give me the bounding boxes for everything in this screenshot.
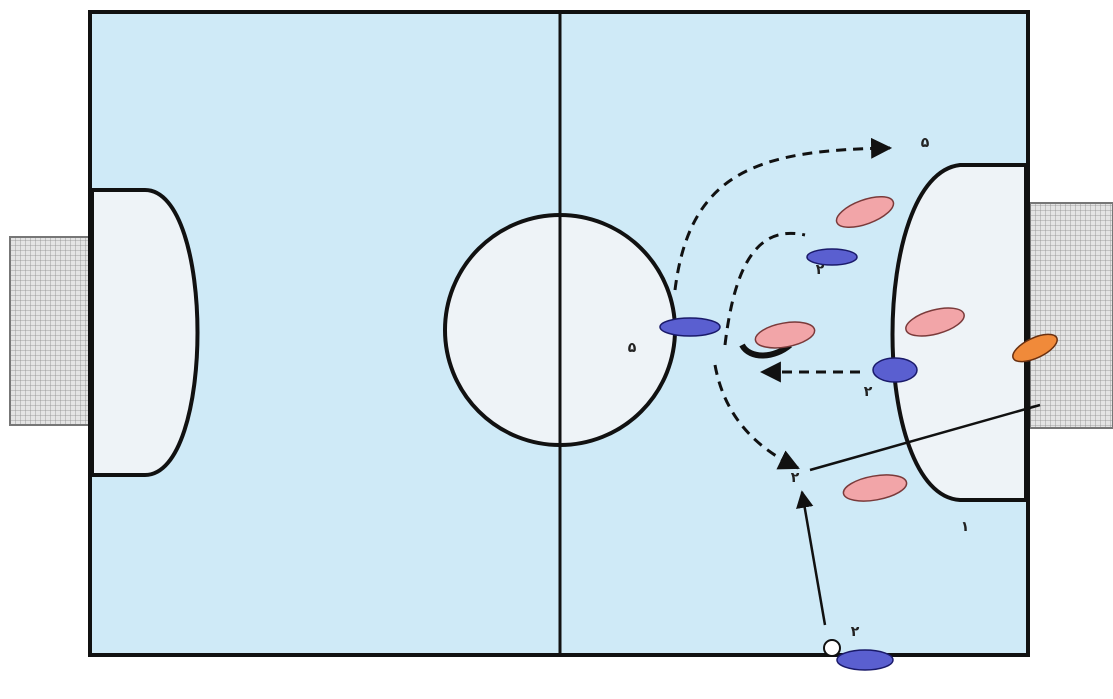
player-label: ۵ xyxy=(628,340,637,356)
goalkeeper xyxy=(1012,333,1058,363)
ball xyxy=(823,639,841,657)
attacker xyxy=(836,649,894,671)
attacker xyxy=(806,248,858,266)
defender xyxy=(905,307,965,337)
player-label: ۱ xyxy=(961,519,970,535)
right-penalty-area xyxy=(890,163,1028,502)
dashed-run xyxy=(673,137,893,291)
left-goal xyxy=(9,236,91,426)
right-goal xyxy=(1029,202,1113,429)
player-label: ۲ xyxy=(851,624,860,640)
player-label: ۲ xyxy=(864,384,873,400)
player-label: ۲ xyxy=(791,470,800,486)
defender xyxy=(842,474,908,502)
turn-mark xyxy=(739,342,792,359)
dashed-run xyxy=(723,231,806,346)
left-penalty-area xyxy=(90,188,200,477)
player-label: ۲ xyxy=(816,262,825,278)
attacker xyxy=(872,357,918,383)
pass xyxy=(796,490,827,626)
defender xyxy=(835,196,895,228)
dashed-run xyxy=(713,364,800,470)
movement-arrows xyxy=(673,137,1041,626)
shot xyxy=(809,403,1041,472)
player-label: ۵ xyxy=(921,135,930,151)
attacker xyxy=(659,317,721,337)
players xyxy=(659,196,1058,671)
defender xyxy=(754,321,816,349)
